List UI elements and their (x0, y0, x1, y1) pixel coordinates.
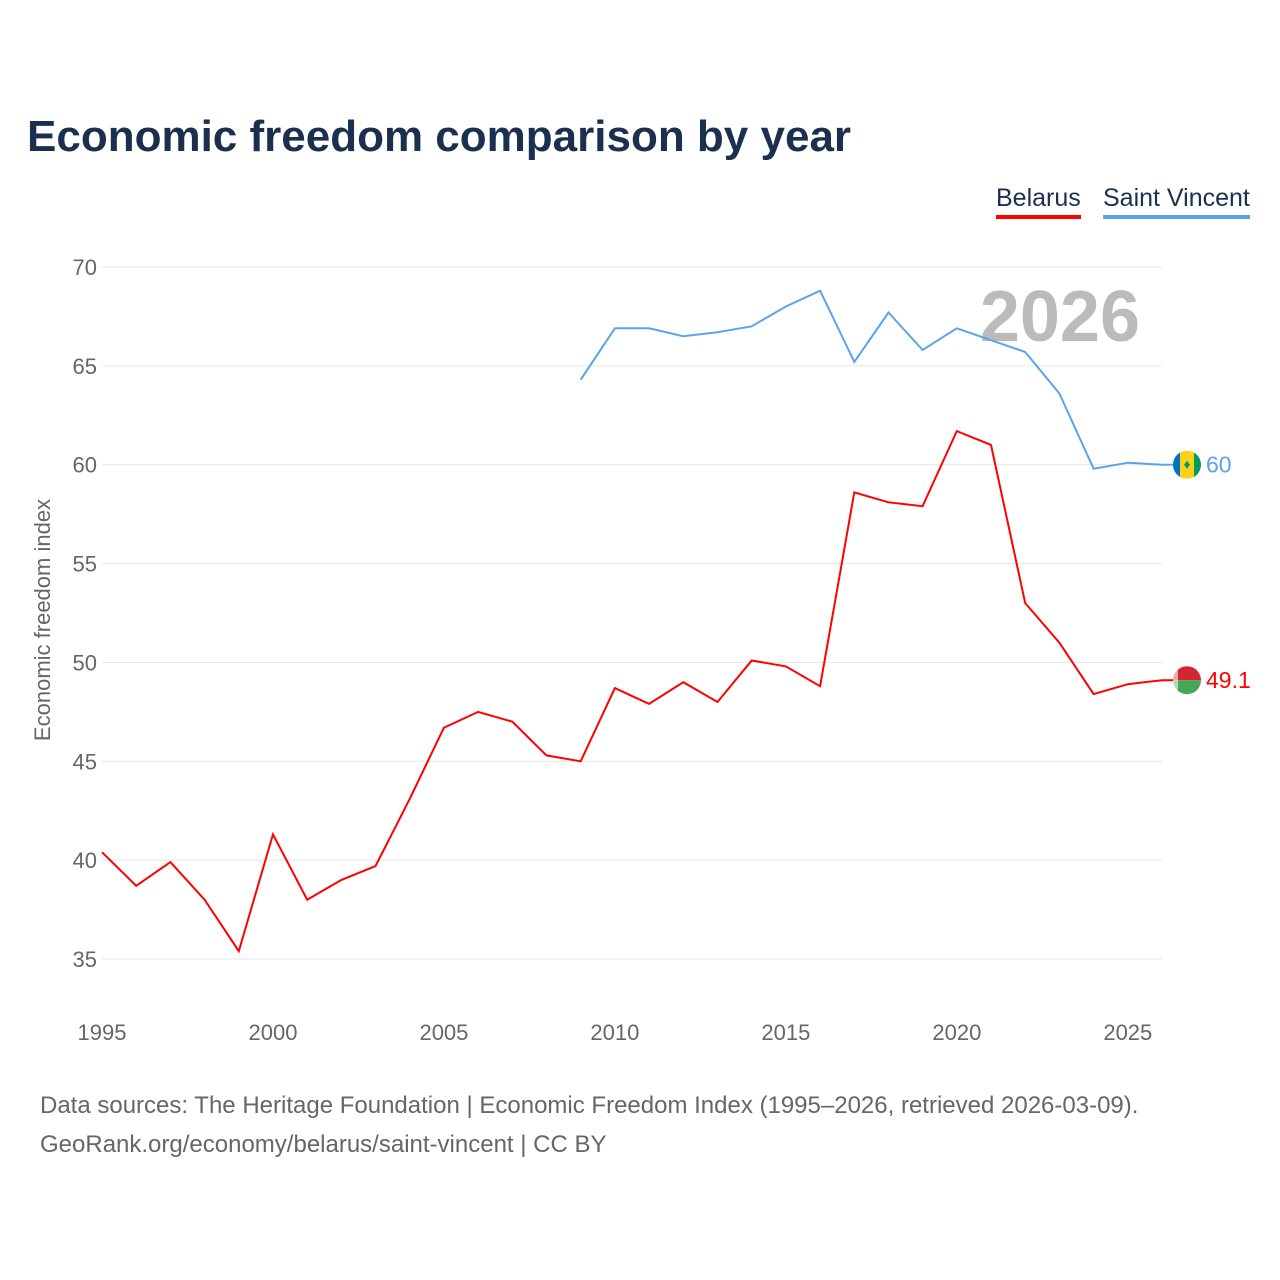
x-tick-label: 2020 (932, 1020, 981, 1045)
x-tick-label: 2010 (590, 1020, 639, 1045)
end-value-label: 49.1 (1206, 667, 1251, 693)
chart-title: Economic freedom comparison by year (27, 112, 852, 161)
year-watermark: 2026 (980, 277, 1140, 357)
y-tick-label: 65 (73, 354, 97, 379)
y-tick-label: 70 (73, 255, 97, 280)
belarus-flag-icon (1173, 666, 1201, 681)
saint-vincent-flag-blue (1173, 452, 1180, 477)
footer-sources: Data sources: The Heritage Foundation | … (40, 1092, 1139, 1119)
y-axis-label: Economic freedom index (30, 499, 55, 741)
saint-vincent-flag-diamonds (1184, 460, 1190, 469)
y-tick-label: 55 (73, 552, 97, 577)
belarus-flag-ornament (1173, 666, 1178, 695)
x-tick-label: 2000 (248, 1020, 297, 1045)
legend-saint-vincent[interactable]: Saint Vincent (1103, 184, 1250, 219)
y-tick-label: 45 (73, 749, 97, 774)
x-tick-label: 1995 (78, 1020, 127, 1045)
y-tick-label: 50 (73, 650, 97, 675)
series-line-belarus (101, 429, 1163, 954)
series-line-saint-vincent (579, 289, 1163, 470)
y-tick-label: 60 (73, 453, 97, 478)
legend-belarus[interactable]: Belarus (996, 184, 1081, 219)
y-tick-label: 35 (73, 947, 97, 972)
footer: Data sources: The Heritage Foundation | … (40, 1086, 1138, 1164)
x-tick-label: 2005 (419, 1020, 468, 1045)
x-tick-label: 2025 (1103, 1020, 1152, 1045)
y-tick-label: 40 (73, 848, 97, 873)
belarus-flag-icon (1173, 680, 1201, 695)
x-tick-label: 2015 (761, 1020, 810, 1045)
end-value-label: 60 (1206, 452, 1232, 478)
footer-url[interactable]: GeoRank.org/economy/belarus/saint-vincen… (40, 1131, 607, 1158)
saint-vincent-flag-green (1194, 452, 1201, 477)
